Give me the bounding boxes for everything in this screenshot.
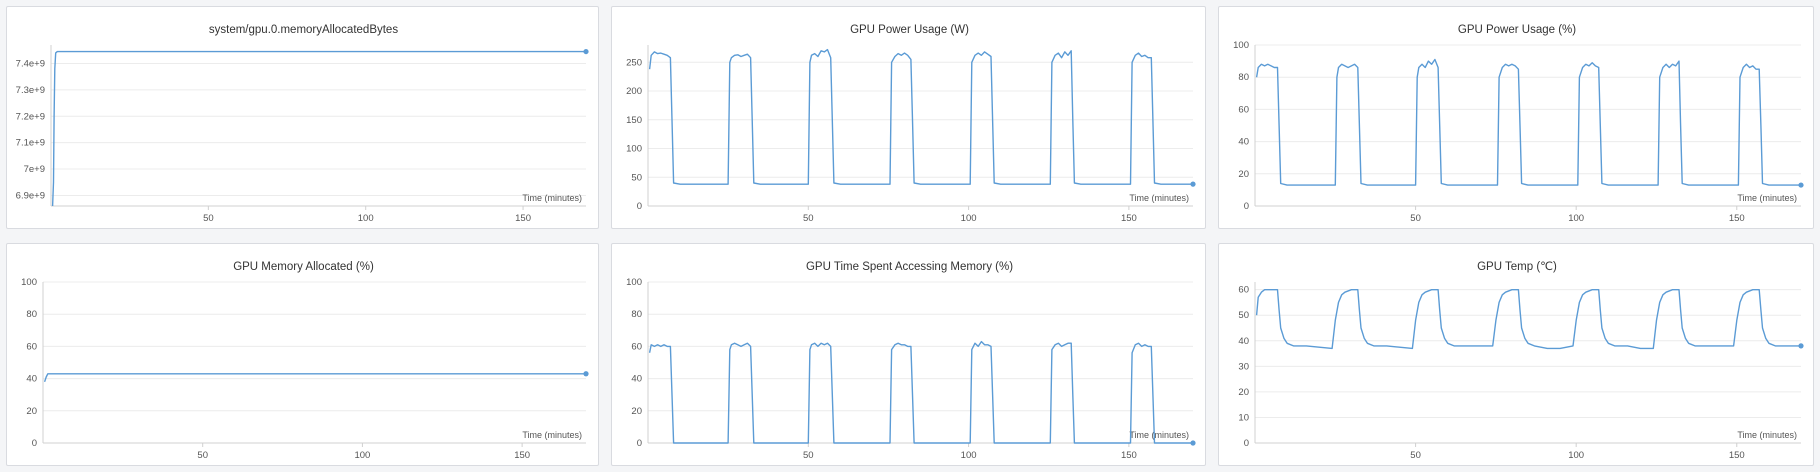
chart1-ytick-5: 250 <box>626 57 642 68</box>
chart5-xtick-0: 50 <box>1410 450 1421 461</box>
chart1-ytick-1: 50 <box>631 172 642 183</box>
chart1-ytick-3: 150 <box>626 115 642 126</box>
chart5-ytick-0: 0 <box>1244 438 1249 449</box>
chart2-xtick-0: 50 <box>1410 213 1421 224</box>
chart0-ytick-5: 7.4e+9 <box>16 58 45 69</box>
chart0-ytick-3: 7.2e+9 <box>16 111 45 122</box>
chart-panel-memory-access-time: GPU Time Spent Accessing Memory (%) 0 20 40… <box>611 243 1206 466</box>
chart4-ytick-1: 20 <box>631 406 642 417</box>
chart1-ytick-0: 0 <box>637 201 642 212</box>
chart2-ytick-3: 60 <box>1238 104 1249 115</box>
chart1-title: GPU Power Usage (W) <box>850 24 969 36</box>
chart3-series-0-end-point <box>583 371 589 377</box>
chart-svg-memory-access-time: GPU Time Spent Accessing Memory (%) 0 20 40… <box>626 261 1196 461</box>
chart0-series-0-end-point <box>583 48 589 55</box>
chart-svg-power-percent: GPU Power Usage (%) 0 20 40 60 80 100 50 100 150 T… <box>1233 24 1804 224</box>
chart3-series-0-line <box>43 373 586 383</box>
chart1-ytick-2: 100 <box>626 144 642 155</box>
chart0-xtick-0: 50 <box>203 213 214 224</box>
chart2-ytick-1: 20 <box>1238 169 1249 180</box>
chart5-xtick-1: 100 <box>1568 450 1584 461</box>
chart4-xtick-2: 150 <box>1121 450 1137 461</box>
chart4-series-0-end-point <box>1190 440 1196 446</box>
chart4-series-0-line <box>648 340 1193 444</box>
chart4-ytick-5: 100 <box>626 277 642 288</box>
chart3-title: GPU Memory Allocated (%) <box>233 261 374 273</box>
chart1-xtick-1: 100 <box>961 213 977 224</box>
chart2-ytick-5: 100 <box>1233 40 1249 51</box>
chart0-xtick-2: 150 <box>515 213 531 224</box>
chart3-xtick-0: 50 <box>197 450 208 461</box>
chart2-ytick-0: 0 <box>1244 201 1249 212</box>
chart1-ytick-4: 200 <box>626 86 642 97</box>
chart4-ytick-4: 80 <box>631 309 642 320</box>
chart3-xtick-2: 150 <box>514 450 530 461</box>
chart3-ytick-5: 100 <box>21 277 37 288</box>
chart5-xlabel: Time (minutes) <box>1737 430 1797 440</box>
chart5-series-0-end-point <box>1798 343 1804 349</box>
chart-panel-memory-allocated: GPU Memory Allocated (%) 0 20 40 60 80 100 50 10… <box>6 243 599 466</box>
chart1-xtick-2: 150 <box>1121 213 1137 224</box>
chart2-xlabel: Time (minutes) <box>1737 193 1797 203</box>
chart2-ytick-2: 40 <box>1238 137 1249 148</box>
chart1-xtick-0: 50 <box>803 213 814 224</box>
chart3-ytick-0: 0 <box>32 438 37 449</box>
chart0-ytick-4: 7.3e+9 <box>16 85 45 96</box>
chart5-xtick-2: 150 <box>1729 450 1745 461</box>
chart3-ytick-3: 60 <box>26 341 37 352</box>
chart5-ytick-6: 60 <box>1238 285 1249 296</box>
chart-panel-gpu-temp: GPU Temp (℃) 0 10 20 30 40 50 60 50 100 150 Time (m… <box>1218 243 1814 466</box>
chart1-xlabel: Time (minutes) <box>1129 193 1189 203</box>
chart-svg-memory-bytes: system/gpu.0.memoryAllocatedBytes 6.9e+9 7… <box>16 24 589 224</box>
chart0-series-0-line <box>51 50 586 207</box>
chart2-xtick-1: 100 <box>1568 213 1584 224</box>
chart1-series-0-line <box>648 48 1193 185</box>
chart5-ytick-2: 20 <box>1238 387 1249 398</box>
chart-svg-power-watts: GPU Power Usage (W) 0 50 100 150 200 250 50 100 1… <box>626 24 1196 224</box>
chart3-ytick-1: 20 <box>26 406 37 417</box>
chart4-ytick-3: 60 <box>631 341 642 352</box>
chart0-xlabel: Time (minutes) <box>522 193 582 203</box>
chart-panel-power-percent: GPU Power Usage (%) 0 20 40 60 80 100 50 100 150 T… <box>1218 6 1814 229</box>
chart3-xtick-1: 100 <box>354 450 370 461</box>
chart5-title: GPU Temp (℃) <box>1477 261 1557 273</box>
chart0-xtick-1: 100 <box>358 213 374 224</box>
chart2-series-0-end-point <box>1798 182 1804 188</box>
chart4-ytick-0: 0 <box>637 438 642 449</box>
chart2-ytick-4: 80 <box>1238 72 1249 83</box>
chart2-xtick-2: 150 <box>1729 213 1745 224</box>
chart-panel-power-watts: GPU Power Usage (W) 0 50 100 150 200 250 50 100 1… <box>611 6 1206 229</box>
chart-svg-gpu-temp: GPU Temp (℃) 0 10 20 30 40 50 60 50 100 150 Time (m… <box>1238 261 1804 461</box>
chart0-ytick-1: 7e+9 <box>24 164 45 175</box>
chart0-ytick-2: 7.1e+9 <box>16 138 45 149</box>
chart4-xlabel: Time (minutes) <box>1129 430 1189 440</box>
chart-panel-memory-bytes: system/gpu.0.memoryAllocatedBytes 6.9e+9 7… <box>6 6 599 229</box>
chart2-series-0-line <box>1255 58 1801 186</box>
chart-svg-memory-allocated: GPU Memory Allocated (%) 0 20 40 60 80 100 50 10… <box>21 261 589 461</box>
chart2-title: GPU Power Usage (%) <box>1458 24 1576 36</box>
chart5-ytick-3: 30 <box>1238 361 1249 372</box>
chart5-ytick-5: 50 <box>1238 310 1249 321</box>
chart3-ytick-2: 40 <box>26 374 37 385</box>
chart0-title: system/gpu.0.memoryAllocatedBytes <box>209 24 398 36</box>
chart4-ytick-2: 40 <box>631 374 642 385</box>
chart4-xtick-1: 100 <box>961 450 977 461</box>
chart3-ytick-4: 80 <box>26 309 37 320</box>
chart5-ytick-4: 40 <box>1238 336 1249 347</box>
chart0-ytick-0: 6.9e+9 <box>16 190 45 201</box>
chart4-xtick-0: 50 <box>803 450 814 461</box>
chart5-ytick-1: 10 <box>1238 412 1249 423</box>
chart3-xlabel: Time (minutes) <box>522 430 582 440</box>
chart5-series-0-line <box>1255 289 1801 350</box>
chart1-series-0-end-point <box>1190 181 1196 187</box>
chart4-title: GPU Time Spent Accessing Memory (%) <box>806 261 1013 273</box>
